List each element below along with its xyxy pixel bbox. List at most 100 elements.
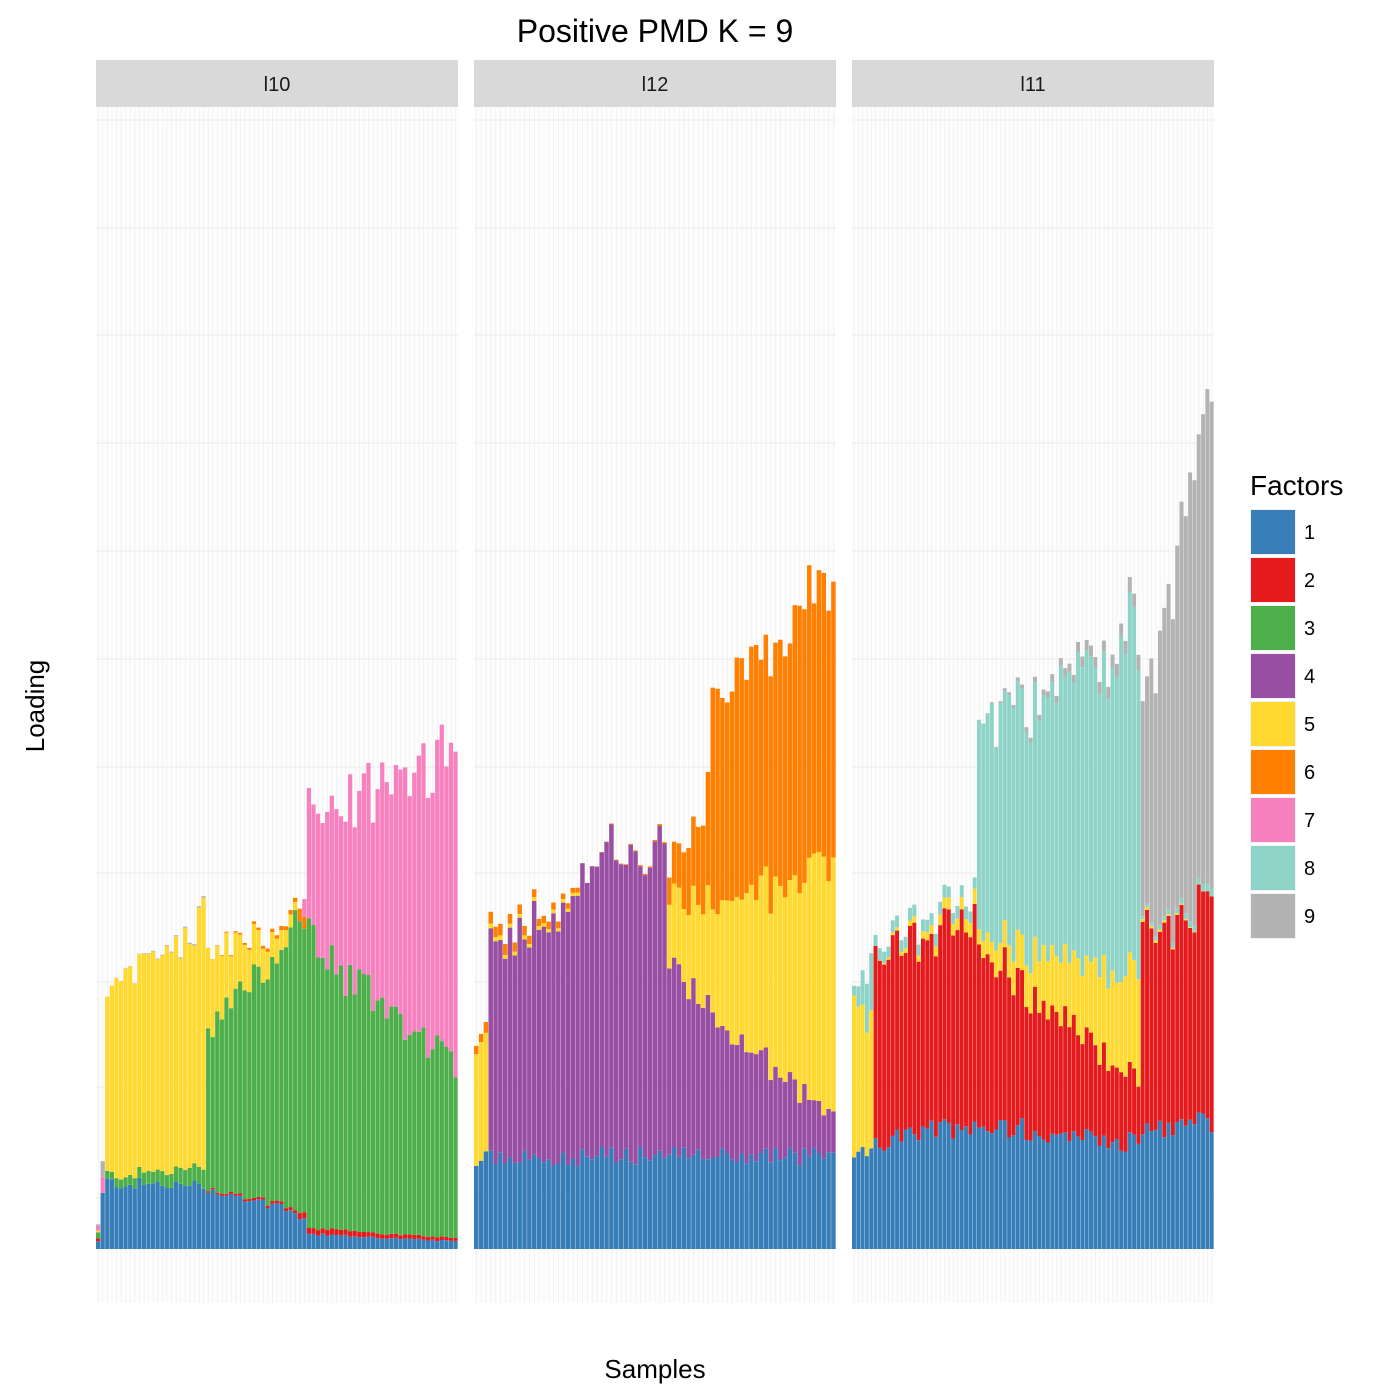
bar [734, 657, 740, 1249]
bar-segment-factor-2 [265, 1205, 270, 1208]
bar [1002, 688, 1007, 1249]
bar-segment-factor-6 [753, 645, 759, 900]
bar-segment-factor-5 [1002, 919, 1007, 948]
bar-segment-factor-6 [807, 565, 812, 858]
bar-segment-factor-8 [1196, 877, 1201, 884]
bar [951, 912, 956, 1249]
bar-segment-factor-2 [877, 960, 882, 1148]
bar-segment-factor-6 [691, 816, 696, 886]
y-axis-title: Loading [20, 660, 50, 753]
bar-segment-factor-1 [205, 1192, 211, 1249]
bar-segment-factor-6 [493, 926, 498, 938]
bar-segment-factor-1 [1063, 1132, 1068, 1249]
bar-segment-factor-2 [288, 1207, 293, 1211]
bar-segment-factor-4 [782, 1081, 788, 1158]
bar-segment-factor-8 [903, 936, 908, 949]
bar-segment-factor-5 [507, 923, 513, 928]
bar-segment-factor-6 [265, 948, 270, 952]
bar-segment-factor-8 [1145, 903, 1150, 907]
bar-segment-factor-6 [522, 925, 527, 936]
bar [283, 926, 289, 1249]
panel-strip [96, 60, 458, 107]
bar [453, 751, 458, 1249]
bar-segment-factor-3 [164, 1175, 169, 1189]
bar-segment-factor-5 [899, 952, 904, 956]
bar-segment-factor-2 [302, 1212, 307, 1219]
bar-segment-factor-1 [256, 1199, 261, 1249]
bar [435, 739, 440, 1249]
bar [955, 905, 960, 1249]
bar-segment-factor-6 [657, 824, 662, 826]
bar-segment-factor-3 [150, 1171, 156, 1184]
bar [105, 996, 110, 1249]
bar-segment-factor-4 [502, 958, 508, 1164]
bar-segment-factor-3 [361, 974, 366, 1233]
bar-segment-factor-4 [546, 932, 551, 1160]
bar-segment-factor-8 [860, 970, 865, 1005]
bar-segment-factor-4 [536, 929, 542, 1159]
bar-segment-factor-4 [807, 1099, 812, 1157]
bar-segment-factor-2 [260, 1197, 266, 1200]
bar-segment-factor-5 [575, 892, 580, 896]
bar [1153, 693, 1158, 1249]
bar [546, 921, 551, 1249]
bar-segment-factor-8 [1076, 652, 1081, 959]
bar [623, 864, 629, 1249]
bar-segment-factor-3 [196, 1166, 202, 1184]
bar-segment-factor-3 [118, 1179, 124, 1189]
bar-segment-factor-4 [613, 860, 619, 1163]
bar-segment-factor-4 [570, 896, 576, 1159]
bar-segment-factor-1 [964, 1126, 969, 1249]
bar-segment-factor-2 [1119, 1072, 1124, 1151]
bar-segment-factor-2 [412, 1234, 417, 1240]
bar-segment-factor-1 [929, 1120, 934, 1249]
bar-segment-factor-1 [493, 1163, 498, 1249]
bar [1084, 640, 1089, 1249]
bar-segment-factor-1 [981, 1126, 986, 1249]
bar [128, 965, 133, 1249]
bar-segment-factor-9 [1041, 689, 1046, 696]
bar-segment-factor-5 [895, 927, 900, 931]
bar-segment-factor-2 [1149, 928, 1154, 1132]
bar-segment-factor-2 [1188, 928, 1193, 1120]
bar-segment-factor-4 [773, 1066, 778, 1149]
bar [1162, 607, 1167, 1249]
bar-segment-factor-2 [964, 932, 969, 1127]
bar-segment-factor-2 [416, 1234, 421, 1239]
bar-segment-factor-9 [1050, 674, 1055, 682]
bar [238, 932, 243, 1249]
bar-segment-factor-1 [1067, 1141, 1072, 1249]
bar [251, 921, 257, 1249]
bar-segment-factor-1 [585, 1156, 590, 1249]
bar-segment-factor-1 [609, 1147, 614, 1249]
panel-strip-label: l10 [264, 74, 291, 96]
bar [430, 792, 435, 1249]
bar-segment-factor-6 [686, 848, 691, 916]
bar [412, 772, 417, 1249]
bar-segment-factor-6 [700, 825, 706, 915]
bar-segment-factor-1 [1033, 1131, 1037, 1249]
bar-segment-factor-3 [256, 966, 261, 1197]
bar-segment-factor-5 [128, 966, 133, 1175]
legend-label: 1 [1304, 522, 1315, 544]
bar [942, 884, 947, 1249]
bar-segment-factor-1 [985, 1131, 990, 1249]
bar-segment-factor-1 [483, 1151, 489, 1249]
bar-segment-factor-1 [946, 1122, 951, 1249]
bar [1089, 645, 1093, 1249]
bar [502, 943, 508, 1249]
bar-segment-factor-3 [219, 1019, 224, 1194]
bar-segment-factor-1 [141, 1184, 147, 1249]
bar-segment-factor-1 [325, 1235, 330, 1249]
legend-swatch [1251, 510, 1295, 554]
legend-label: 9 [1304, 906, 1315, 928]
bar-segment-factor-1 [488, 1150, 493, 1249]
bar [1192, 480, 1197, 1249]
bar [493, 926, 498, 1249]
bar-segment-factor-1 [270, 1203, 275, 1249]
bar-segment-factor-7 [453, 751, 458, 1078]
bar [628, 843, 633, 1249]
bar-segment-factor-4 [802, 1083, 807, 1149]
bar [196, 906, 202, 1249]
bar-segment-factor-4 [657, 825, 662, 1151]
